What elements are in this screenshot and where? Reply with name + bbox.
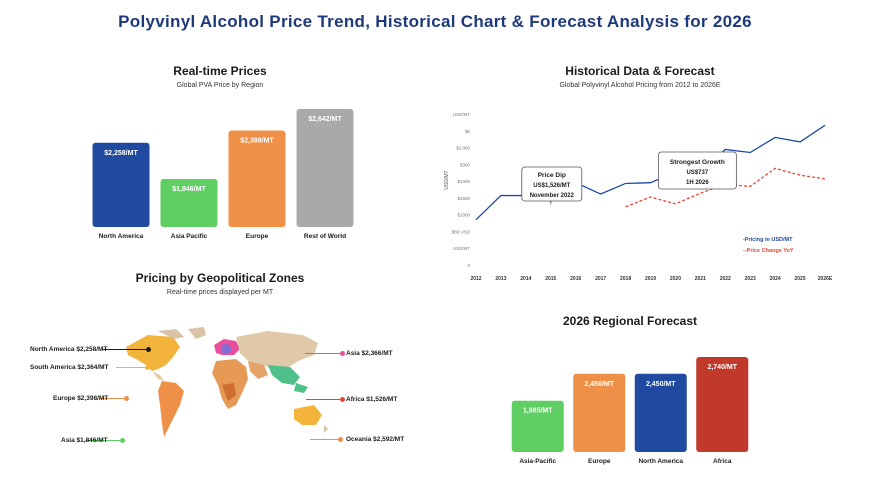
bar-value-label-2: 2,450/MT: [646, 381, 676, 388]
y-tick-label-4: $2500: [457, 196, 470, 201]
bar-0: [511, 400, 564, 452]
y-tick-label-5: $1000: [457, 179, 470, 184]
map-label-north-america: North America $2,258/MT: [30, 346, 108, 353]
x-tick-label-10: 2022: [720, 276, 731, 282]
annotation-text-1-0: Strongest Growth: [670, 159, 725, 166]
map-south-america: [158, 381, 184, 437]
category-label-3: Rest of World: [304, 233, 346, 240]
category-label-2: Europe: [246, 233, 269, 240]
bar-value-label-3: 2,740/MT: [707, 364, 737, 371]
y-tick-label-7: $2,000: [456, 146, 470, 151]
bar-value-label-3: $2,642/MT: [308, 116, 342, 123]
historical-line-chart: 0 USD/MT $80 USD $1000 $2500 $1000 $300 $2,000 $…: [444, 112, 833, 282]
x-tick-label-14: 2026E: [818, 276, 833, 282]
bar-2: [634, 373, 687, 452]
annotation-text-0-2: November 2022: [530, 193, 575, 199]
historical-title: Historical Data & Forecast: [565, 64, 715, 78]
x-tick-label-7: 2019: [645, 276, 656, 282]
annotation-text-0-0: Price Dip: [538, 172, 566, 179]
bar-value-label-0: 1,985/MT: [523, 408, 553, 415]
x-tick-label-13: 2025: [795, 276, 806, 282]
map-north-america: [126, 335, 180, 371]
category-label-3: Africa: [713, 458, 732, 465]
map-label-asia-right: Asia $2,366/MT: [346, 350, 393, 357]
annotation-box-0: [521, 166, 583, 202]
bar-0: [92, 142, 150, 227]
bar-3: [696, 357, 749, 452]
y-tick-label-3: $1000: [457, 213, 470, 218]
category-label-1: Europe: [588, 458, 611, 465]
x-tick-label-6: 2018: [620, 276, 631, 282]
map-label-africa: Africa $1,526/MT: [346, 396, 398, 403]
x-tick-label-3: 2015: [545, 276, 556, 282]
bar-1: [573, 373, 626, 452]
geo-subtitle: Real-time prices displayed per MT: [166, 289, 274, 296]
x-tick-label-5: 2017: [595, 276, 606, 282]
legend-label-0: -Pricing in USD/MT: [743, 237, 793, 243]
y-tick-label-8: $6: [465, 129, 471, 134]
y-tick-label-2: $80 USD: [452, 229, 471, 234]
y-tick-label-0: 0: [467, 263, 470, 268]
x-tick-label-0: 2012: [470, 276, 481, 282]
bar-value-label-1: 2,450/MT: [584, 381, 614, 388]
category-label-1: Asia Pacific: [171, 233, 208, 240]
forecast-title: 2026 Regional Forecast: [562, 314, 698, 328]
x-tick-label-2: 2014: [520, 276, 531, 282]
x-tick-label-4: 2016: [570, 276, 581, 282]
bar-2: [228, 130, 286, 227]
legend-label-1: --Price Change YoY: [743, 248, 794, 254]
category-label-0: Asia-Pacific: [519, 458, 556, 465]
realtime-subtitle: Global PVA Price by Region: [176, 82, 264, 89]
geo-title: Pricing by Geopolitical Zones: [135, 271, 305, 285]
realtime-title: Real-time Prices: [173, 64, 267, 78]
world-map: [126, 327, 328, 437]
x-tick-label-8: 2020: [670, 276, 681, 282]
y-tick-label-9: USD/MT: [453, 112, 470, 117]
annotation-text-1-2: 1H 2026: [686, 180, 709, 186]
category-label-0: North America: [99, 233, 144, 240]
historical-subtitle: Global Polyvinyl Alcohol Pricing from 20…: [559, 82, 721, 89]
x-tick-label-12: 2024: [770, 276, 781, 282]
category-label-2: North America: [638, 458, 683, 465]
map-oceania: [294, 405, 322, 425]
map-label-asia-left: Asia $1,846/MT: [61, 437, 108, 444]
x-tick-label-9: 2021: [695, 276, 706, 282]
bar-value-label-2: $2,398/MT: [240, 137, 274, 144]
map-asia: [236, 331, 318, 371]
forecast-bar-chart: 1,985/MT Asia-Pacific 2,450/MT Europe 2,450/…: [511, 357, 749, 465]
map-label-europe: Europe $2,398/MT: [53, 395, 109, 402]
annotation-box-1: [657, 151, 737, 190]
bar-1: [160, 178, 218, 227]
realtime-bar-chart: $2,258/MT North America $1,846/MT Asia Paci…: [92, 109, 354, 240]
x-tick-label-1: 2013: [495, 276, 506, 282]
y-tick-label-6: $300: [460, 162, 471, 167]
bar-value-label-1: $1,846/MT: [172, 186, 206, 193]
bar-value-label-0: $2,258/MT: [104, 150, 138, 157]
annotation-text-0-1: US$1,526/MT: [533, 183, 570, 189]
y-tick-label-1: USD/MT: [453, 246, 470, 251]
annotation-text-1-1: US$737: [687, 170, 709, 176]
map-label-south-america: South America $2,364/MT: [30, 364, 109, 371]
bar-3: [296, 109, 354, 227]
y-axis-label: USD/MT: [444, 170, 450, 189]
x-tick-label-11: 2023: [745, 276, 756, 282]
page-title: Polyvinyl Alcohol Price Trend, Historica…: [118, 12, 752, 31]
map-label-oceania: Oceania $2,592/MT: [346, 436, 405, 443]
